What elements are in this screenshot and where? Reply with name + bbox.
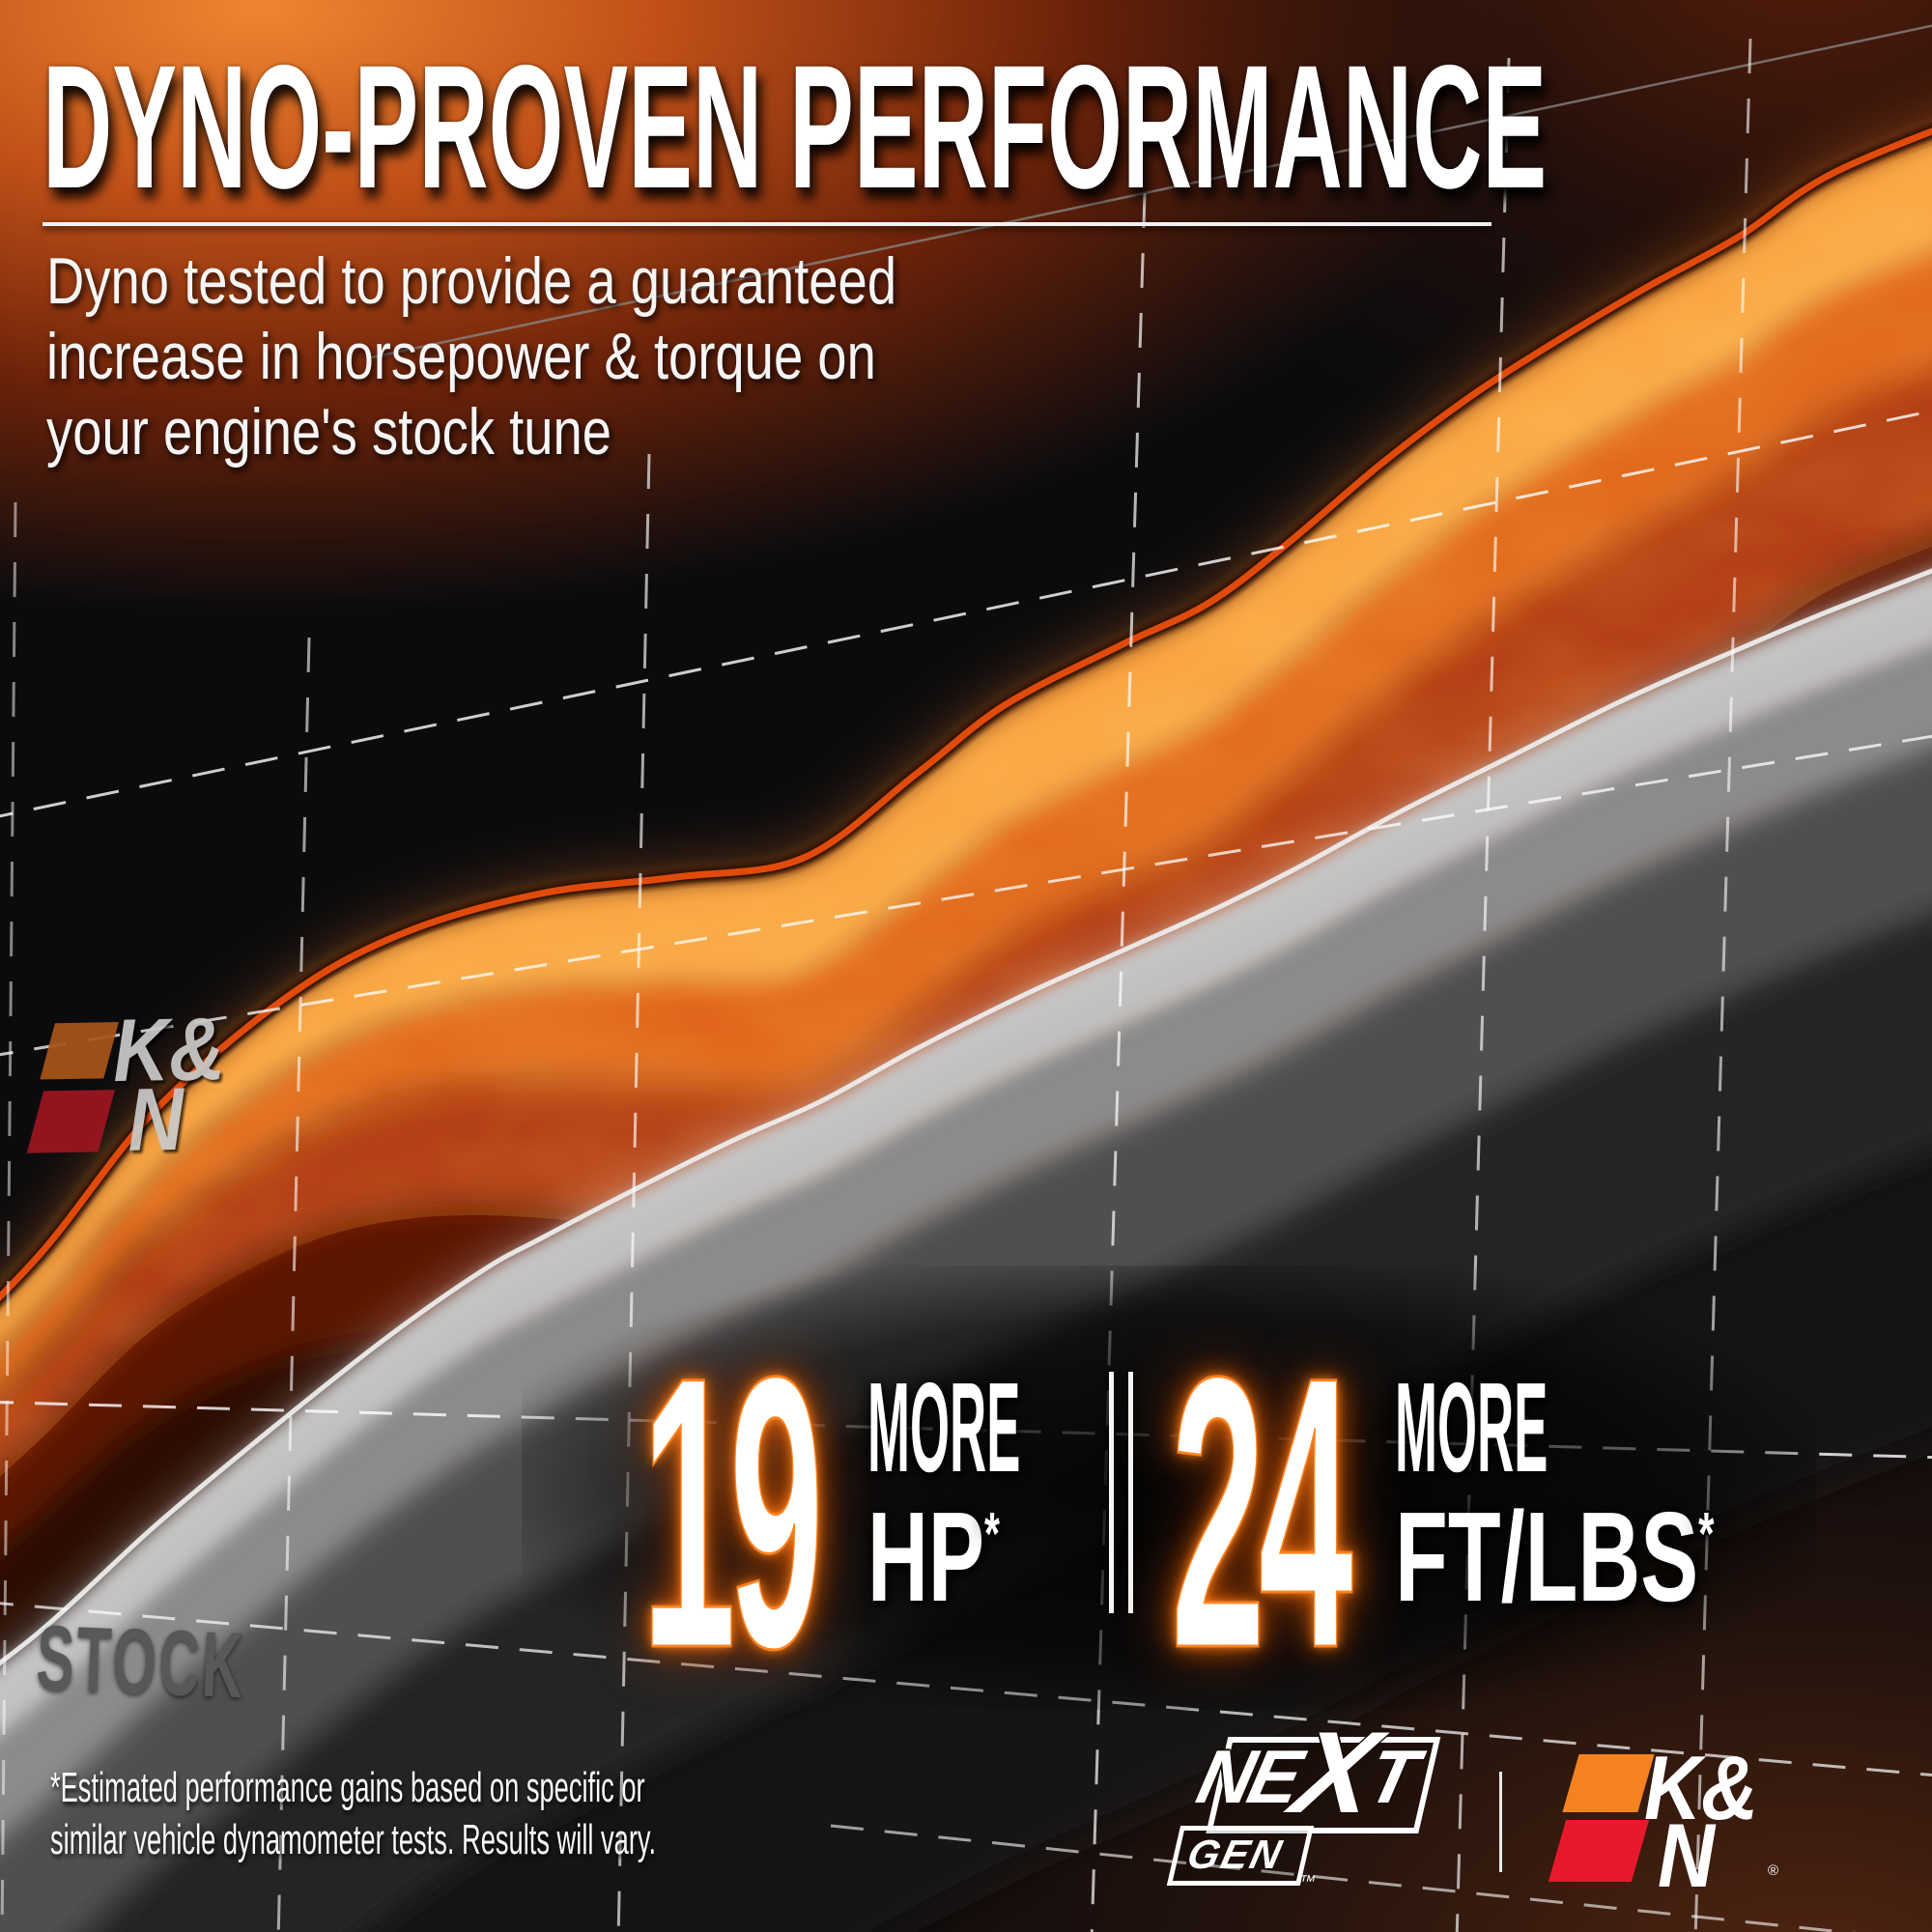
page-title: DYNO-PROVEN PERFORMANCE (43, 28, 1548, 225)
torque-gain-value: 24 (1170, 1296, 1353, 1728)
torque-gain-more-label: MORE (1395, 1356, 1548, 1498)
kn-logo-orange-block (1562, 1754, 1655, 1812)
grid-line-vertical (616, 453, 651, 1932)
stock-curve-label: STOCK (34, 1605, 247, 1719)
kn-logo-letters-bottom: N (1658, 1804, 1716, 1906)
nextgen-gen-frame: GEN (1166, 1826, 1315, 1886)
hp-gain-value: 19 (640, 1296, 824, 1728)
grid-line-vertical (0, 501, 17, 1932)
grid-line-horizontal (366, 24, 1932, 360)
torque-gain-unit-label: FT/LBS* (1395, 1486, 1715, 1628)
kn-watermark-red-block (26, 1090, 115, 1153)
nextgen-logo-word: NEXT (1189, 1708, 1423, 1837)
grid-line-vertical (276, 637, 311, 1932)
kn-logo-red-block (1548, 1820, 1650, 1882)
nextgen-gen-word: GEN (1182, 1832, 1288, 1877)
disclaimer-text: *Estimated performance gains based on sp… (50, 1764, 657, 1863)
title-underline (43, 222, 1492, 226)
kn-logo: K& N ® (1532, 1743, 1783, 1901)
kn-watermark-logo: K& N (4, 1000, 239, 1194)
stats-dark-backdrop (522, 1265, 1816, 1710)
nextgen-logo: NEXT GEN ™ (1166, 1708, 1492, 1890)
grid-line-horizontal (830, 1824, 1857, 1932)
hp-gain-unit-label: HP* (867, 1486, 1000, 1628)
kn-registered-symbol: ® (1768, 1862, 1779, 1879)
grid-line-horizontal (0, 734, 1932, 1057)
grid-line-horizontal (0, 409, 1932, 818)
kn-watermark-orange-block (40, 1022, 119, 1080)
kn-watermark-letters-bottom: N (127, 1069, 185, 1170)
kn-logo-letters-top: K& (1644, 1737, 1759, 1838)
stats-separator-bar-left (1109, 1372, 1114, 1613)
hp-gain-more-label: MORE (867, 1356, 1021, 1498)
footer-logo-divider (1499, 1772, 1502, 1872)
subtitle-text: Dyno tested to provide a guaranteed incr… (46, 244, 897, 469)
stats-separator-bar-right (1128, 1372, 1133, 1613)
